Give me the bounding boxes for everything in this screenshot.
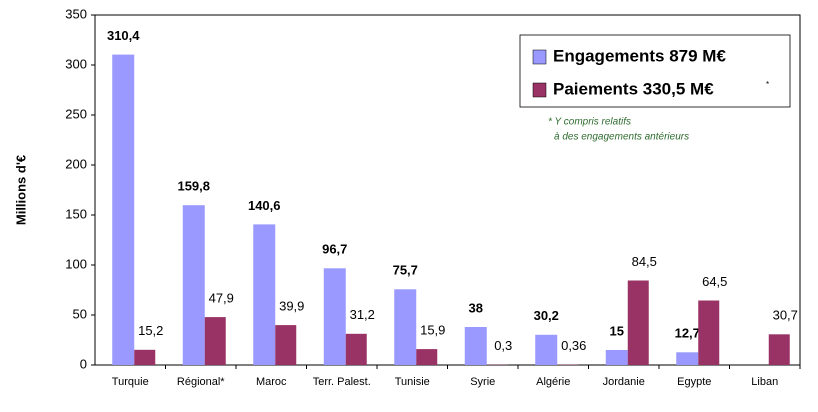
bar — [676, 352, 699, 365]
y-tick-label: 300 — [65, 56, 87, 71]
y-tick-label: 350 — [65, 6, 87, 21]
bar — [698, 300, 720, 365]
note: * Y compris relatifs — [548, 117, 631, 128]
bar — [464, 327, 487, 365]
value-label: 75,7 — [393, 263, 418, 278]
value-label: 64,5 — [702, 274, 727, 289]
value-label: 0,36 — [561, 338, 586, 353]
x-tick-label: Turquie — [112, 376, 149, 388]
value-label: 47,9 — [209, 291, 234, 306]
bar — [345, 333, 367, 365]
bar — [535, 334, 558, 365]
bar — [323, 268, 346, 365]
value-label: 30,2 — [534, 308, 559, 323]
value-label: 12,7 — [675, 326, 700, 341]
legend-swatch — [532, 49, 547, 65]
value-label: 15,9 — [420, 323, 445, 338]
x-tick-label: Tunisie — [395, 376, 430, 388]
value-label: 159,8 — [177, 179, 210, 194]
value-label: 96,7 — [322, 242, 347, 257]
legend-mark: * — [766, 80, 769, 89]
bar — [204, 317, 226, 365]
bar — [768, 334, 790, 365]
value-label: 31,2 — [350, 307, 375, 322]
x-tick-label: Maroc — [256, 376, 287, 388]
bar — [112, 54, 135, 365]
legend-label: Paiements 330,5 M€ — [553, 79, 714, 98]
y-tick-label: 0 — [80, 356, 87, 371]
value-label: 0,3 — [494, 338, 512, 353]
legend-swatch — [532, 82, 547, 98]
bar — [275, 325, 297, 365]
bar — [253, 224, 276, 365]
x-tick-label: Jordanie — [603, 376, 645, 388]
y-tick-label: 150 — [65, 206, 87, 221]
value-label: 39,9 — [279, 299, 304, 314]
x-tick-label: Egypte — [677, 376, 711, 388]
value-label: 30,7 — [773, 308, 798, 323]
x-tick-label: Syrie — [470, 376, 495, 388]
x-tick-label: Algérie — [536, 376, 570, 388]
y-tick-label: 250 — [65, 106, 87, 121]
y-tick-label: 200 — [65, 156, 87, 171]
bar — [182, 205, 205, 365]
value-label: 15 — [610, 323, 624, 338]
value-label: 15,2 — [138, 323, 163, 338]
y-axis-label: Millions d'€ — [13, 155, 28, 225]
y-tick-label: 100 — [65, 256, 87, 271]
bar — [627, 280, 649, 365]
legend-label: Engagements 879 M€ — [553, 46, 726, 65]
bar — [416, 349, 438, 365]
legend-box — [519, 34, 791, 108]
bar — [134, 349, 156, 365]
value-label: 84,5 — [632, 254, 657, 269]
x-tick-label: Régional* — [177, 376, 225, 388]
value-label: 140,6 — [248, 198, 281, 213]
value-label: 310,4 — [107, 28, 140, 43]
note: à des engagements antérieurs — [554, 132, 689, 143]
x-tick-label: Terr. Palest. — [313, 376, 371, 388]
y-tick-label: 50 — [73, 306, 87, 321]
value-label: 38 — [469, 300, 483, 315]
bar — [394, 289, 417, 365]
bar — [605, 350, 628, 365]
x-tick-label: Liban — [751, 376, 778, 388]
